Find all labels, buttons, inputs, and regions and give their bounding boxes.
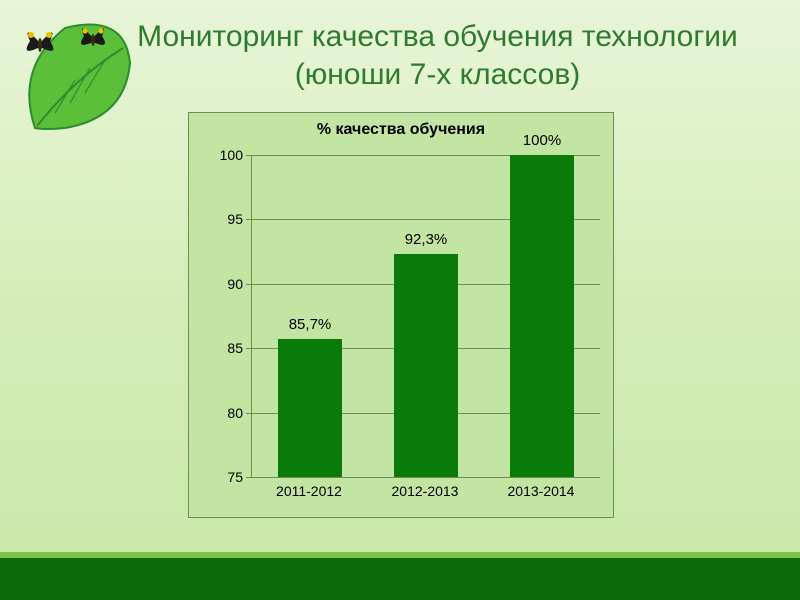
chart-ytick [246,284,252,285]
chart-bar-label: 92,3% [384,231,468,254]
bar-chart: % качества обучения 85,7%92,3%100% 75808… [188,112,614,518]
chart-ytick [246,155,252,156]
chart-ylabel: 85 [193,340,243,356]
chart-ylabel: 90 [193,276,243,292]
chart-ylabel: 95 [193,211,243,227]
chart-xlabel: 2011-2012 [251,483,367,499]
chart-ylabel: 100 [193,147,243,163]
chart-xlabel: 2012-2013 [367,483,483,499]
chart-ytick [246,413,252,414]
slide-title: Мониторинг качества обучения технологии … [105,18,770,93]
chart-bar [394,254,458,477]
chart-bar [510,155,574,477]
accent-dark-stripe [0,558,800,600]
chart-bar-label: 100% [500,132,584,155]
slide: Мониторинг качества обучения технологии … [0,0,800,600]
chart-bar-label: 85,7% [268,316,352,339]
chart-xlabel: 2013-2014 [483,483,599,499]
chart-bar [278,339,342,477]
chart-ylabel: 75 [193,469,243,485]
chart-ylabel: 80 [193,405,243,421]
chart-ytick [246,348,252,349]
chart-ytick [246,477,252,478]
chart-ytick [246,219,252,220]
chart-plot-area: 85,7%92,3%100% [251,155,600,478]
bottom-accent-bar [0,558,800,600]
